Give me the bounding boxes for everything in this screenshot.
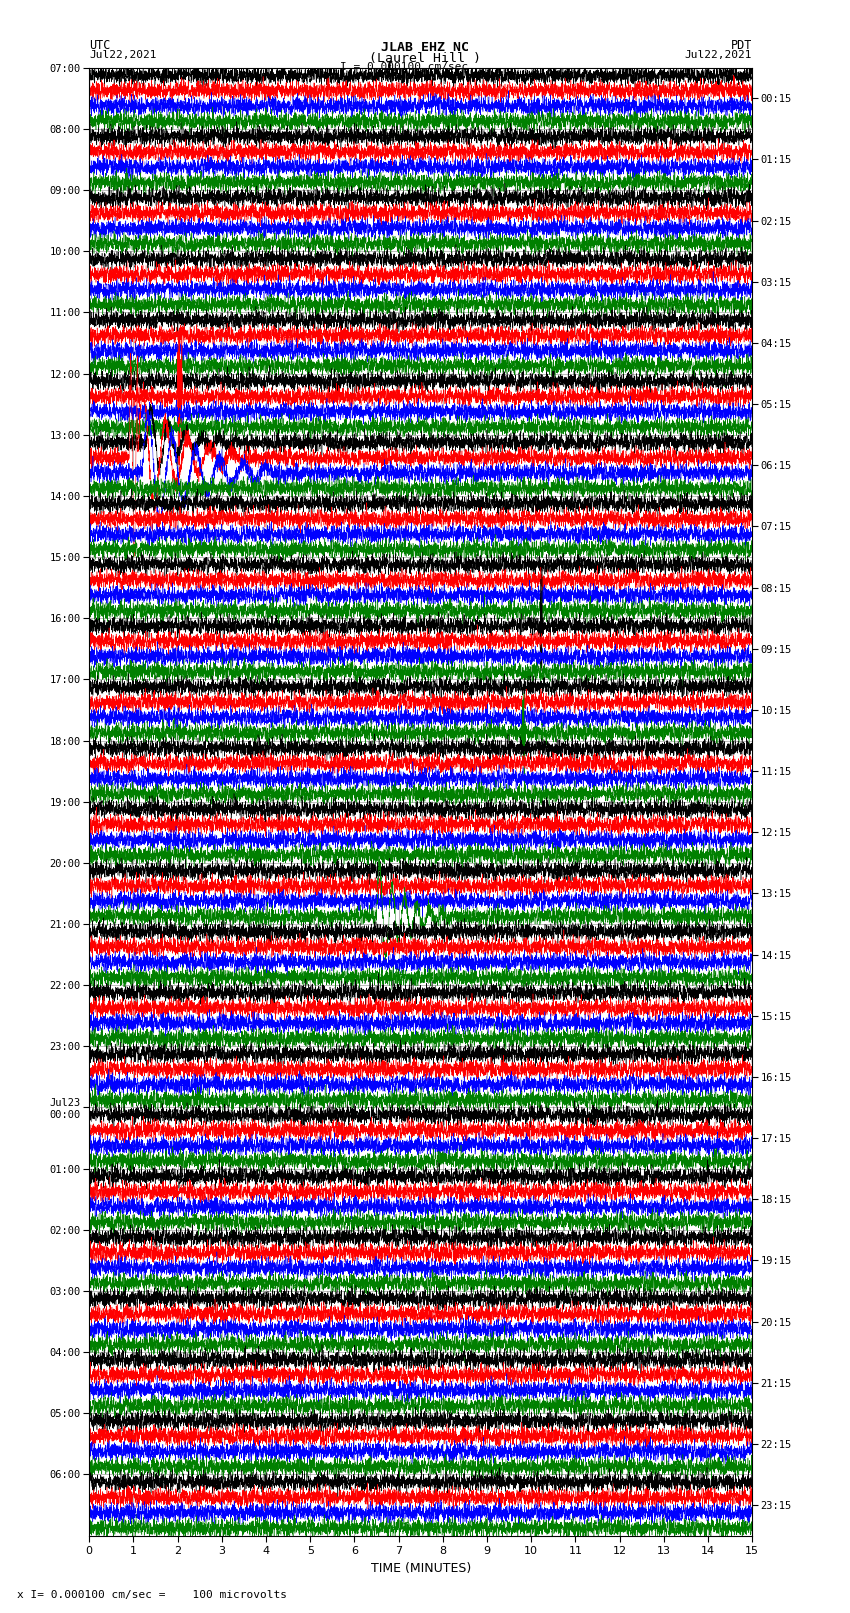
X-axis label: TIME (MINUTES): TIME (MINUTES) [371,1561,471,1574]
Text: Jul22,2021: Jul22,2021 [89,50,156,60]
Text: x I= 0.000100 cm/sec =    100 microvolts: x I= 0.000100 cm/sec = 100 microvolts [17,1590,287,1600]
Text: JLAB EHZ NC: JLAB EHZ NC [381,40,469,55]
Text: UTC: UTC [89,39,110,52]
Text: (Laurel Hill ): (Laurel Hill ) [369,52,481,65]
Text: Jul22,2021: Jul22,2021 [685,50,752,60]
Text: PDT: PDT [731,39,752,52]
Text: I = 0.000100 cm/sec: I = 0.000100 cm/sec [340,63,468,73]
Text: I: I [386,60,393,73]
